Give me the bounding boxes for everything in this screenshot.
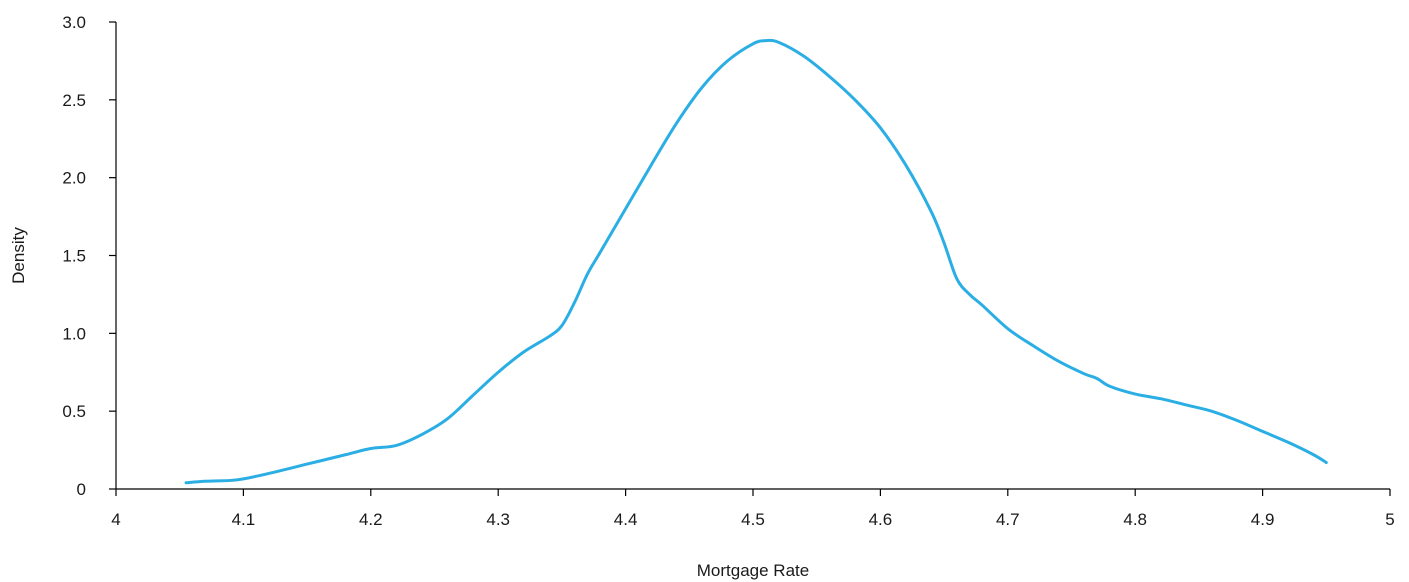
x-tick-label: 4	[111, 510, 120, 529]
x-tick-label: 4.5	[741, 510, 765, 529]
x-tick-label: 4.7	[996, 510, 1020, 529]
x-axis-ticks: 4 4.1 4.2 4.3 4.4 4.5 4.6 4.7 4.8 4.9 5	[111, 489, 1395, 529]
y-tick-label: 2.5	[62, 91, 86, 110]
y-axis-title: Density	[9, 227, 28, 284]
series-group	[184, 38, 1328, 485]
x-tick-label: 4.2	[359, 510, 383, 529]
x-tick-label: 4.6	[869, 510, 893, 529]
y-tick-label: 0	[77, 480, 86, 499]
y-tick-label: 1.5	[62, 247, 86, 266]
y-tick-label: 2.0	[62, 169, 86, 188]
y-tick-label: 3.0	[62, 13, 86, 32]
y-axis-ticks: 0 0.5 1.0 1.5 2.0 2.5 3.0	[62, 13, 116, 499]
axes	[115, 22, 1390, 490]
x-tick-label: 4.4	[614, 510, 638, 529]
x-tick-label: 4.3	[486, 510, 510, 529]
x-tick-label: 4.8	[1123, 510, 1147, 529]
x-axis-title: Mortgage Rate	[697, 561, 809, 580]
x-tick-label: 4.1	[232, 510, 256, 529]
x-tick-label: 5	[1385, 510, 1394, 529]
y-tick-label: 1.0	[62, 324, 86, 343]
density-curve	[184, 38, 1328, 485]
x-tick-label: 4.9	[1251, 510, 1275, 529]
y-tick-label: 0.5	[62, 402, 86, 421]
